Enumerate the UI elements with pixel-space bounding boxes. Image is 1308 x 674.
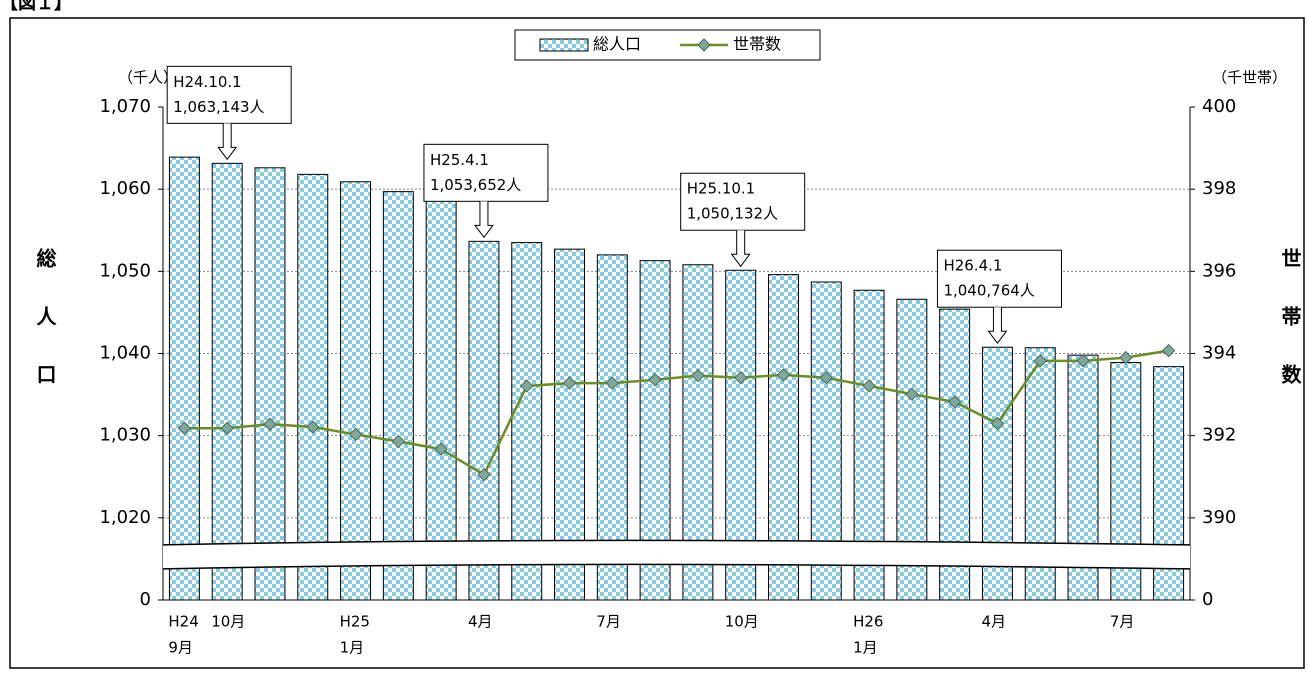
bar bbox=[168, 156, 200, 601]
annotation-date: H26.4.1 bbox=[943, 257, 1002, 275]
x-tick-label: 1月 bbox=[340, 639, 365, 657]
marker bbox=[306, 420, 320, 434]
y-axis-title: 総人口 bbox=[33, 247, 57, 422]
y2-axis-title: 世帯数 bbox=[1278, 248, 1302, 422]
marker bbox=[776, 368, 791, 382]
y-tick-label: 1,050 bbox=[99, 260, 151, 281]
marker bbox=[691, 368, 705, 383]
marker bbox=[733, 371, 748, 385]
y2-tick-label: 394 bbox=[1202, 343, 1236, 364]
y-tick-label: 1,060 bbox=[99, 178, 151, 199]
annotation-box bbox=[423, 143, 549, 202]
x-tick-label: 10月 bbox=[725, 613, 759, 631]
marker bbox=[648, 373, 662, 387]
x-tick-label: H25 bbox=[340, 613, 370, 631]
marker bbox=[562, 376, 577, 390]
x-tick-label: 9月 bbox=[168, 639, 193, 657]
marker bbox=[990, 416, 1005, 431]
annotation-date: H25.4.1 bbox=[430, 151, 489, 169]
value-label: 1,050,132人 bbox=[687, 205, 778, 223]
axis-break-edge bbox=[162, 539, 1191, 546]
y2-tick-label: 396 bbox=[1202, 260, 1236, 281]
annotation-arrow bbox=[473, 201, 494, 239]
bar bbox=[297, 173, 329, 601]
axis-break-edge bbox=[162, 563, 1191, 570]
annotation-arrow bbox=[217, 123, 238, 161]
x-tick-label: H24 bbox=[168, 613, 198, 631]
marker bbox=[1161, 343, 1176, 358]
x-tick-label: 1月 bbox=[853, 639, 878, 657]
marker bbox=[348, 427, 363, 442]
marker bbox=[1076, 354, 1090, 368]
legend-label: 総人口 bbox=[593, 35, 641, 54]
y-tick-label: 1,030 bbox=[99, 425, 151, 446]
y-unit: （千人） bbox=[118, 69, 178, 87]
y2-tick-label: 398 bbox=[1202, 178, 1236, 199]
y2-tick-label: 400 bbox=[1202, 96, 1236, 117]
marker bbox=[477, 467, 491, 482]
annotation-arrow bbox=[730, 230, 751, 268]
marker bbox=[862, 379, 876, 393]
annotation-date: H25.10.1 bbox=[687, 180, 756, 198]
marker bbox=[220, 421, 234, 435]
chart-title: 【図１】 bbox=[0, 0, 72, 14]
bar bbox=[382, 191, 414, 601]
marker bbox=[434, 442, 448, 456]
marker bbox=[605, 376, 620, 390]
line bbox=[184, 349, 1169, 477]
value-label: 1,053,652人 bbox=[430, 176, 521, 194]
marker bbox=[391, 434, 406, 449]
chart-frame bbox=[9, 17, 1305, 669]
annotation-arrow bbox=[987, 307, 1008, 345]
y-tick-label: 1,020 bbox=[99, 507, 151, 528]
y-tick-label: 0 bbox=[140, 589, 151, 610]
x-tick-label: 4月 bbox=[981, 613, 1006, 631]
legend-marker bbox=[697, 38, 711, 52]
y-tick-label: 1,040 bbox=[99, 343, 151, 364]
y2-tick-label: 390 bbox=[1202, 507, 1236, 528]
y2-tick-label: 392 bbox=[1202, 425, 1236, 446]
bar bbox=[340, 181, 372, 601]
marker bbox=[520, 379, 534, 393]
value-label: 1,040,764人 bbox=[943, 282, 1034, 300]
bar bbox=[425, 200, 457, 601]
marker bbox=[1119, 350, 1133, 365]
marker bbox=[905, 387, 919, 401]
x-tick-label: 4月 bbox=[468, 613, 493, 631]
y2-unit: （千世帯） bbox=[1212, 69, 1287, 87]
x-tick-label: 10月 bbox=[211, 613, 245, 631]
x-tick-label: 7月 bbox=[1110, 613, 1135, 631]
legend-label: 世帯数 bbox=[733, 35, 781, 54]
annotation-box bbox=[680, 172, 806, 231]
bar bbox=[254, 167, 286, 601]
axis-break bbox=[163, 540, 1190, 569]
legend: 総人口 世帯数 bbox=[514, 29, 821, 61]
legend-swatch bbox=[539, 38, 589, 52]
bar bbox=[211, 162, 243, 601]
x-tick-label: 7月 bbox=[596, 613, 621, 631]
marker bbox=[1033, 354, 1047, 368]
x-tick-label: H26 bbox=[853, 613, 883, 631]
marker bbox=[947, 395, 962, 409]
annotation-date: H24.10.1 bbox=[173, 73, 242, 91]
value-label: 1,063,143人 bbox=[173, 98, 264, 116]
y2-tick-label: 0 bbox=[1202, 589, 1213, 610]
marker bbox=[177, 421, 192, 435]
marker bbox=[819, 371, 833, 385]
y-tick-label: 1,070 bbox=[99, 96, 151, 117]
marker bbox=[263, 417, 277, 431]
